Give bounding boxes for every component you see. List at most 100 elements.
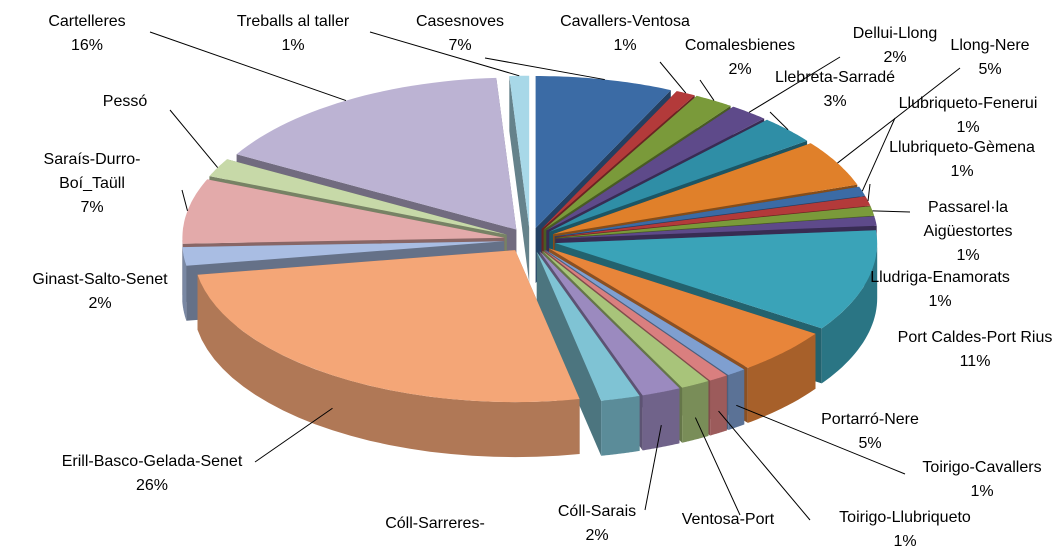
category-label: Cóll-Sarreres- (385, 515, 485, 532)
value-label: 5% (978, 61, 1002, 78)
value-label: 2% (883, 49, 907, 66)
slice (535, 76, 671, 228)
category-label: Port Caldes-Port Rius (897, 329, 1053, 346)
value-label: 2% (728, 61, 752, 78)
category-label: Llubriqueto-Gèmena (889, 139, 1035, 156)
data-label: Ginast-Salto-Senet 2% (5, 268, 195, 316)
slice (549, 248, 816, 368)
leader-line (872, 210, 911, 213)
slice (545, 249, 745, 375)
category-label: Dellui-Llong (852, 25, 938, 42)
data-label: Toirigo-Cavallers 1% (902, 456, 1062, 504)
value-label: 1% (950, 163, 974, 180)
value-label: 1% (928, 293, 952, 310)
leader-line (694, 417, 741, 516)
leader-line (748, 56, 841, 113)
data-label: Toirigo-Llubriqueto 1% (810, 506, 1000, 552)
leader-line (149, 31, 347, 102)
data-label: Llebreta-Sarradé 3% (760, 66, 910, 114)
slice-side (197, 274, 580, 458)
category-label: Toirigo-Cavallers (922, 459, 1042, 476)
data-label: Cartelleres 16% (32, 10, 142, 58)
slice (543, 95, 731, 230)
category-label: Cavallers-Ventosa (560, 13, 690, 30)
data-label: Casesnoves 7% (385, 10, 535, 58)
slice-side (509, 76, 530, 283)
slice (541, 91, 695, 229)
value-label: 1% (893, 533, 917, 550)
data-label: Treballs al taller 1% (213, 10, 373, 58)
data-label: Saraís-Durro-Boí_Taüll 7% (22, 148, 162, 220)
slice (197, 250, 580, 403)
category-label: Erill-Basco-Gelada-Senet (61, 453, 243, 470)
category-label: Treballs al taller (236, 13, 350, 30)
leader-line (861, 117, 896, 192)
data-label: Lludriga-Enamorats 1% (845, 266, 1035, 314)
category-label: Saraís-Durro-Boí_Taüll (43, 151, 141, 192)
leader-line (718, 410, 811, 521)
category-label: Comalesbienes (684, 37, 796, 54)
value-label: 11% (959, 353, 991, 370)
slice (555, 196, 871, 238)
slice (555, 206, 875, 238)
slice (544, 250, 727, 381)
leader-line (769, 111, 789, 131)
value-label: 2% (88, 295, 112, 312)
slice-side (182, 247, 187, 321)
value-label: 1% (956, 119, 980, 136)
data-label: Cavallers-Ventosa 1% (535, 10, 715, 58)
leader-line (181, 189, 188, 212)
value-label: 1% (613, 37, 637, 54)
slice-side (601, 395, 640, 456)
leader-line (369, 31, 520, 77)
slice (539, 251, 680, 396)
slice-side (642, 388, 680, 451)
category-label: Llong-Nere (950, 37, 1030, 54)
slice (555, 216, 877, 239)
slice-side (710, 375, 727, 436)
category-label: Casesnoves (415, 13, 505, 30)
category-label: Cóll-Sarais (557, 503, 637, 520)
leader-line (837, 67, 961, 164)
data-label: Llong-Nere 5% (935, 34, 1045, 82)
data-label: Comalesbienes 2% (665, 34, 815, 82)
value-label: 26% (135, 477, 169, 494)
category-label: Portarró-Nere (821, 411, 919, 428)
category-label: Cartelleres (48, 13, 126, 30)
value-label: 5% (858, 435, 882, 452)
slice-side (747, 333, 816, 423)
leader-line (659, 61, 687, 94)
slice-side (821, 243, 878, 384)
leader-line (644, 425, 662, 511)
leader-line (254, 407, 333, 463)
slice (555, 230, 878, 329)
data-label: Erill-Basco-Gelada-Senet 26% (47, 450, 257, 498)
leader-line (484, 57, 605, 81)
slice (546, 106, 765, 231)
slice (509, 75, 530, 228)
data-label: Ventosa-Port (663, 508, 793, 532)
slice-side (536, 251, 602, 456)
slice (236, 77, 517, 230)
slice (554, 186, 866, 237)
data-label: Cóll-Sarais 2% (537, 500, 657, 548)
category-label: Llebreta-Sarradé (774, 69, 896, 86)
data-label: Port Caldes-Port Rius 11% (890, 326, 1060, 374)
data-label: Portarró-Nere 5% (805, 408, 935, 456)
slice (209, 159, 507, 235)
value-label: 1% (970, 483, 994, 500)
slice (549, 119, 808, 232)
value-label: 7% (448, 37, 472, 54)
category-label: Passarel·la Aigüestortes (923, 199, 1013, 240)
data-label: Llubriqueto-Fenerui 1% (873, 92, 1063, 140)
slice (182, 241, 505, 266)
data-label: Pessó (85, 90, 165, 114)
value-label: 3% (823, 93, 847, 110)
slice (182, 179, 505, 244)
leader-line (699, 79, 715, 101)
slice-side (682, 381, 709, 443)
value-label: 2% (585, 527, 609, 544)
value-label: 16% (70, 37, 104, 54)
